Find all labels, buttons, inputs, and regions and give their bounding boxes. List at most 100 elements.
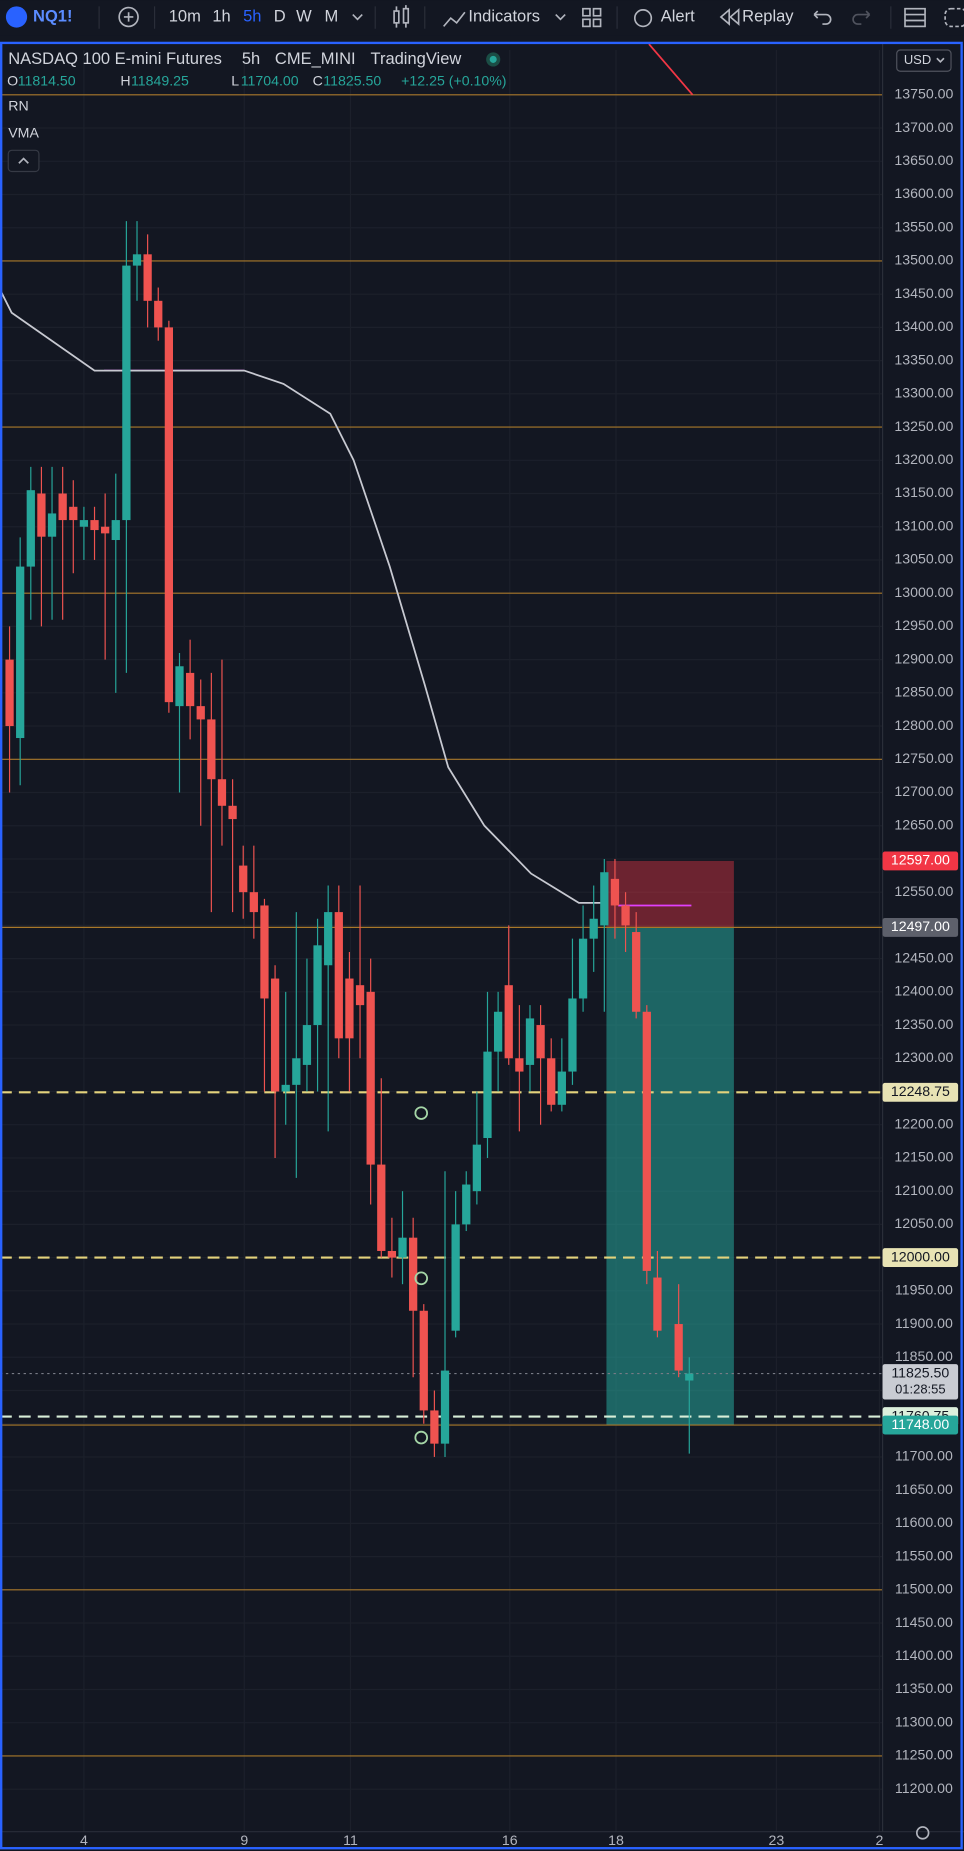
interval[interactable]: 5h [243, 7, 261, 25]
alert-marker[interactable] [414, 1106, 429, 1120]
candle-body [685, 1373, 694, 1381]
x-tick-label: 11 [343, 1832, 358, 1848]
interval[interactable]: D [274, 7, 286, 25]
indicator-label[interactable]: VMA [8, 125, 39, 141]
symbol-description: NASDAQ 100 E-mini Futures [8, 50, 222, 68]
alert-marker[interactable] [414, 1271, 429, 1286]
symbol[interactable]: NQ1! [33, 7, 72, 25]
ohlc-value: 11849.25 [131, 73, 189, 89]
price-label: 11748.00 [891, 1416, 949, 1432]
collapse-button[interactable] [7, 149, 40, 173]
screenshot-button[interactable] [944, 7, 964, 28]
y-tick-label: 12350.00 [894, 1016, 953, 1032]
settings-button[interactable] [915, 1826, 930, 1840]
replay-button[interactable]: Replay [742, 7, 794, 25]
y-tick-label: 13200.00 [894, 451, 953, 467]
candle-body [292, 1058, 301, 1085]
indicator-line [0, 289, 606, 904]
price-label: 11825.50 [891, 1364, 949, 1380]
candle-body [132, 254, 142, 266]
candle-body [653, 1277, 662, 1331]
replay-icon[interactable] [719, 8, 740, 26]
y-tick-label: 12450.00 [894, 949, 953, 965]
legend-source: TradingView [370, 50, 461, 68]
candle-body [143, 254, 152, 301]
candle-body [451, 1224, 460, 1331]
y-tick-label: 12050.00 [894, 1215, 953, 1231]
price-label-bg [882, 917, 959, 937]
x-tick-label: 18 [608, 1832, 624, 1848]
candle-body [621, 905, 630, 926]
y-tick-label: 12400.00 [894, 983, 953, 999]
candle-body [37, 493, 46, 537]
indicator-label[interactable]: RN [8, 97, 28, 113]
candle-body [47, 513, 57, 537]
chart-type-button[interactable] [393, 5, 410, 28]
x-tick-label: 2 [875, 1832, 883, 1848]
time-axis: 4 9 11 16 18 23 2 [0, 1826, 964, 1851]
y-tick-label: 13100.00 [894, 517, 953, 533]
compare-button[interactable] [118, 6, 139, 28]
undo[interactable] [813, 10, 832, 25]
redo[interactable] [852, 10, 871, 25]
interval[interactable]: 10m [169, 7, 201, 25]
candle-body [366, 991, 375, 1165]
candle-body [355, 985, 365, 1006]
price-axis-bg [882, 42, 964, 1832]
candle-body [281, 1084, 290, 1092]
candle-body [90, 520, 99, 531]
candle-body [228, 805, 237, 820]
y-tick-label: 11350.00 [895, 1680, 953, 1696]
y-tick-label: 11650.00 [895, 1481, 953, 1497]
indicators-menu[interactable] [555, 14, 566, 21]
candle-body [525, 1018, 535, 1065]
currency[interactable]: USD [904, 52, 931, 67]
alert-button[interactable]: Alert [661, 7, 695, 25]
candle-body [674, 1324, 683, 1371]
alert-icon[interactable] [633, 9, 653, 28]
y-tick-label: 13350.00 [894, 351, 953, 367]
candle-body [111, 520, 120, 541]
x-tick-label: 23 [769, 1832, 785, 1848]
interval-menu[interactable] [352, 14, 363, 21]
indicators-icon[interactable] [443, 11, 466, 27]
focus-frame [0, 41, 963, 1850]
y-tick-label: 11900.00 [895, 1315, 953, 1331]
currency-button[interactable]: USD [896, 49, 952, 72]
trend-line[interactable] [648, 43, 694, 96]
toolbar: NQ1! 10m 1h 5h D W M Indicators Alert Re… [0, 0, 964, 36]
y-tick-label: 12700.00 [894, 783, 953, 799]
y-tick-label: 12550.00 [894, 883, 953, 899]
symbol-logo[interactable] [5, 6, 28, 28]
menu-button[interactable] [904, 7, 926, 28]
price-label-bg [882, 1248, 959, 1268]
y-tick-label: 11250.00 [895, 1747, 953, 1763]
interval[interactable]: W [296, 7, 312, 25]
y-tick-label: 11500.00 [895, 1581, 953, 1597]
candle-body [239, 865, 248, 893]
candle-body [440, 1370, 450, 1444]
candle-body [642, 1011, 651, 1271]
layout-button[interactable] [582, 7, 602, 28]
indicators-button[interactable]: Indicators [468, 7, 540, 25]
y-tick-label: 13400.00 [894, 318, 953, 334]
interval[interactable]: 1h [212, 7, 230, 25]
candle-body [101, 526, 110, 534]
alert-marker[interactable] [414, 1430, 429, 1445]
y-tick-label: 13300.00 [894, 385, 953, 401]
y-tick-label: 11200.00 [895, 1780, 953, 1796]
y-tick-label: 12300.00 [894, 1049, 953, 1065]
alert-markers [414, 1106, 429, 1445]
candle-body [58, 493, 67, 521]
interval[interactable]: M [324, 7, 338, 25]
y-tick-label: 11300.00 [895, 1713, 953, 1729]
countdown: 01:28:55 [895, 1381, 945, 1396]
ohlc-value: 11814.50 [18, 73, 76, 89]
legend: NASDAQ 100 E-mini Futures 5h CME_MINI Tr… [7, 50, 507, 173]
candle-body [196, 706, 205, 720]
candle-body [79, 520, 89, 527]
candle-body [334, 912, 343, 1039]
candle-body [430, 1410, 439, 1444]
candle-body [472, 1144, 482, 1192]
y-tick-label: 12100.00 [894, 1182, 953, 1198]
